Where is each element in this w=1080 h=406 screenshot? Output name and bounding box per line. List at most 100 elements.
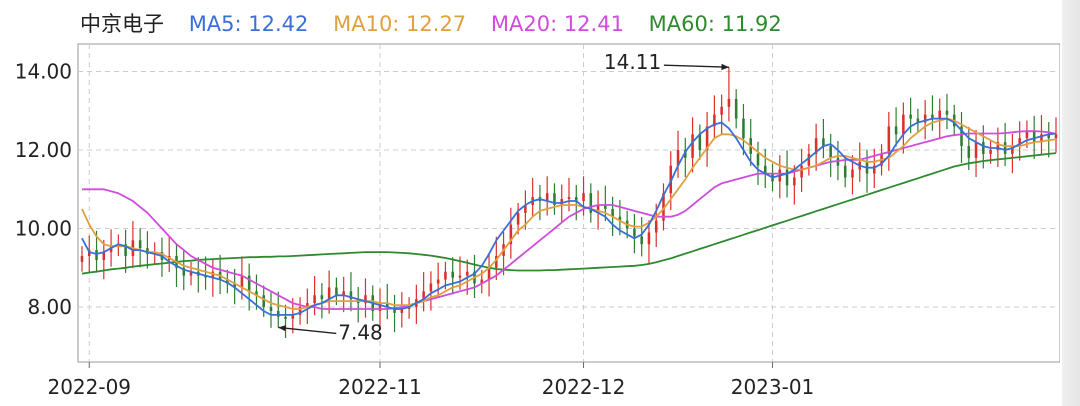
candle-body — [386, 303, 389, 308]
candle-body — [727, 98, 731, 107]
candle-body — [662, 193, 665, 221]
candle-body — [327, 287, 331, 300]
candle-body — [1025, 130, 1029, 139]
candle-body — [465, 271, 469, 276]
candle-body — [763, 165, 767, 174]
candle-body — [654, 220, 658, 233]
candle-body — [87, 250, 91, 256]
candle-body — [618, 216, 622, 221]
candle-body — [320, 295, 324, 300]
y-tick-label: 10.00 — [15, 217, 72, 241]
candle-body — [204, 275, 207, 278]
candle-body — [793, 177, 796, 186]
ma20-line — [82, 130, 1057, 310]
candle-body — [400, 309, 404, 313]
candle-body — [247, 275, 251, 292]
candle-body — [95, 250, 98, 260]
candle-body — [444, 271, 447, 280]
x-tick-label: 2022-11 — [338, 375, 422, 399]
candle-body — [887, 126, 891, 154]
candle-body — [189, 271, 193, 276]
candle-body — [676, 150, 680, 166]
candle-body — [829, 146, 832, 158]
annotation-arrow-line — [663, 64, 729, 68]
candle-body — [909, 114, 912, 119]
candle-body — [894, 126, 898, 135]
candle-body — [734, 98, 738, 119]
ma5-line — [81, 117, 1057, 316]
y-tick-label: 8.00 — [27, 295, 72, 319]
candle-body — [291, 314, 295, 319]
candle-body — [117, 244, 120, 247]
candle-body — [342, 291, 345, 296]
candle-body — [807, 153, 811, 166]
candle-body — [938, 110, 941, 119]
candle-body — [545, 193, 549, 202]
candle-body — [429, 283, 433, 292]
candle-body — [138, 240, 142, 249]
candle-body — [647, 232, 651, 245]
candle-body — [822, 138, 825, 147]
annotation-arrow-head — [721, 63, 729, 71]
candle-body — [255, 291, 258, 296]
candle-body — [756, 153, 760, 166]
candle-body — [422, 291, 425, 300]
annotation-arrow-line — [278, 326, 337, 335]
candle-body — [298, 307, 302, 315]
candle-body — [262, 295, 265, 308]
candle-body — [226, 279, 229, 284]
candle-body — [349, 291, 353, 300]
candle-body — [567, 197, 571, 200]
annotation-label: 7.48 — [338, 320, 383, 344]
candle-body — [276, 310, 280, 317]
candle-body — [364, 295, 367, 304]
candle-body — [698, 134, 702, 150]
candle-body — [713, 114, 716, 127]
candle-body — [633, 228, 636, 237]
candle-body — [1032, 130, 1036, 143]
candle-body — [1011, 146, 1014, 154]
candle-body — [451, 271, 454, 278]
candle-body — [902, 114, 905, 135]
legend-stock-name: 中京电子 — [80, 12, 164, 36]
y-tick-label: 14.00 — [15, 59, 72, 83]
candle-body — [582, 193, 585, 202]
candle-body — [182, 267, 186, 276]
candle-body — [720, 106, 723, 115]
y-tick-label: 12.00 — [15, 138, 72, 162]
candle-body — [705, 126, 709, 150]
candle-body — [742, 118, 745, 139]
ma10-line — [81, 117, 1057, 310]
candle-body — [982, 142, 985, 154]
candle-body — [604, 204, 607, 209]
candle-body — [967, 146, 971, 158]
x-tick-label: 2023-01 — [731, 375, 815, 399]
candle-body — [335, 287, 338, 296]
candle-body — [284, 316, 287, 319]
x-tick-label: 2022-12 — [542, 375, 626, 399]
candle-body — [80, 256, 84, 262]
candle-body — [974, 142, 978, 158]
candle-body — [800, 165, 803, 178]
candle-body — [989, 150, 992, 154]
candle-body — [1003, 142, 1007, 154]
x-tick-label: 2022-09 — [47, 375, 131, 399]
candle-body — [1054, 134, 1058, 139]
candle-body — [931, 114, 934, 119]
candle-body — [851, 169, 854, 178]
candle-body — [524, 204, 527, 213]
annotation-label: 14.11 — [604, 50, 661, 74]
candle-body — [1018, 138, 1021, 147]
candle-body — [146, 248, 149, 255]
candle-body — [560, 199, 564, 205]
candle-body — [436, 279, 440, 284]
scrollbar-strip[interactable] — [1062, 0, 1080, 406]
candle-body — [640, 236, 643, 245]
candle-body — [843, 165, 847, 178]
candle-body — [240, 275, 244, 288]
candle-body — [153, 252, 156, 255]
candle-body — [611, 208, 614, 217]
candle-body — [509, 224, 513, 245]
candle-body — [873, 165, 876, 174]
